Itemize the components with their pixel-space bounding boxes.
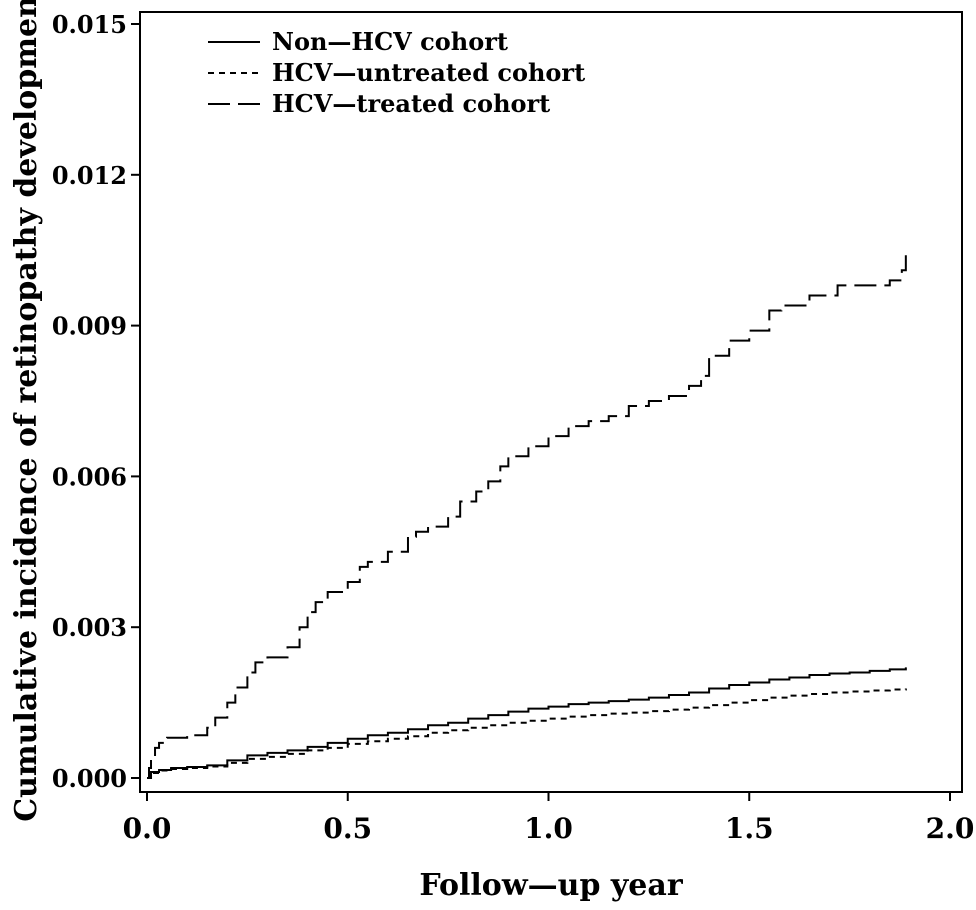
plot-frame	[139, 11, 963, 793]
x-tick-label: 0.5	[323, 812, 372, 845]
x-axis: 0.0 0.5 1.0 1.5 2.0	[123, 792, 975, 845]
legend-label-2: HCV—untreated cohort	[272, 58, 585, 87]
x-tick-label: 0.0	[123, 812, 172, 845]
y-tick-label: 0.000	[52, 764, 127, 793]
x-tick-label: 1.0	[524, 812, 573, 845]
x-tick-label: 2.0	[926, 812, 975, 845]
x-axis-label: Follow—up year	[419, 868, 683, 903]
y-tick-label: 0.009	[52, 312, 127, 341]
y-tick-label: 0.003	[52, 613, 127, 642]
x-tick-label: 1.5	[725, 812, 774, 845]
y-axis: 0.000 0.003 0.006 0.009 0.012 0.015	[52, 10, 140, 793]
series-line-2	[147, 688, 907, 779]
y-tick-label: 0.015	[52, 10, 127, 39]
y-tick-label: 0.006	[52, 462, 127, 491]
legend-label-3: HCV—treated cohort	[272, 89, 550, 118]
y-axis-label: Cumulative incidence of retinopathy deve…	[9, 0, 44, 822]
series-line-1	[147, 667, 907, 779]
series-line-3	[147, 255, 907, 779]
y-tick-label: 0.012	[52, 161, 127, 190]
legend-label-1: Non—HCV cohort	[272, 27, 508, 56]
series-layer	[147, 255, 907, 779]
